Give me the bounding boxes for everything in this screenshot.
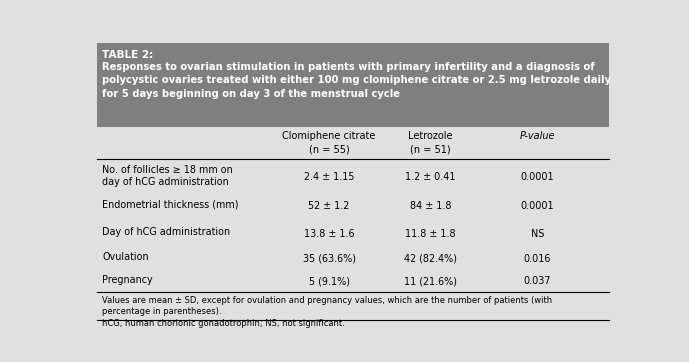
Text: Endometrial thickness (mm): Endometrial thickness (mm) [102,199,238,210]
Text: 52 ± 1.2: 52 ± 1.2 [309,201,350,211]
Text: 11.8 ± 1.8: 11.8 ± 1.8 [405,229,456,239]
Text: 42 (82.4%): 42 (82.4%) [404,254,457,264]
Text: Ovulation: Ovulation [102,253,149,262]
Text: No. of follicles ≥ 18 mm on
day of hCG administration: No. of follicles ≥ 18 mm on day of hCG a… [102,165,233,188]
Text: Values are mean ± SD, except for ovulation and pregnancy values, which are the n: Values are mean ± SD, except for ovulati… [102,296,553,328]
Text: 2.4 ± 1.15: 2.4 ± 1.15 [304,172,354,182]
Text: Clomiphene citrate
(n = 55): Clomiphene citrate (n = 55) [282,131,376,155]
FancyBboxPatch shape [96,43,610,127]
Text: Letrozole
(n = 51): Letrozole (n = 51) [409,131,453,155]
Text: TABLE 2:: TABLE 2: [102,50,154,60]
Text: 84 ± 1.8: 84 ± 1.8 [410,201,451,211]
Text: 13.8 ± 1.6: 13.8 ± 1.6 [304,229,354,239]
Text: NS: NS [531,229,544,239]
Text: Responses to ovarian stimulation in patients with primary infertility and a diag: Responses to ovarian stimulation in pati… [102,62,611,99]
Text: 1.2 ± 0.41: 1.2 ± 0.41 [405,172,456,182]
Text: P-value: P-value [520,131,555,141]
Text: Pregnancy: Pregnancy [102,275,153,285]
Text: 0.0001: 0.0001 [520,172,554,182]
Text: 0.016: 0.016 [524,254,551,264]
Text: 11 (21.6%): 11 (21.6%) [404,276,457,286]
Text: Day of hCG administration: Day of hCG administration [102,227,230,237]
Text: 0.037: 0.037 [524,276,551,286]
Text: 5 (9.1%): 5 (9.1%) [309,276,349,286]
Text: 0.0001: 0.0001 [520,201,554,211]
Text: 35 (63.6%): 35 (63.6%) [302,254,356,264]
